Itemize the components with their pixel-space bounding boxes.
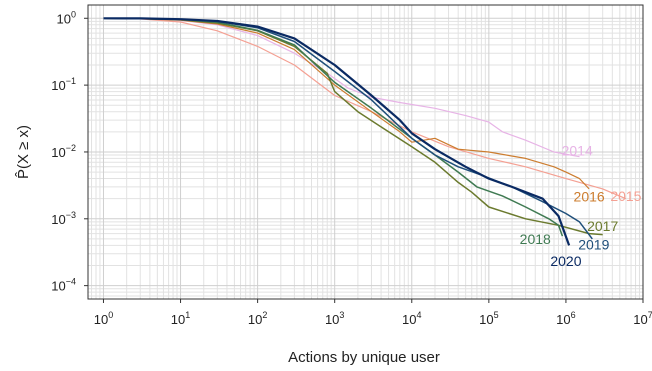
series-label-2019: 2019 xyxy=(578,236,609,252)
y-tick-label: 10−3 xyxy=(51,210,76,227)
series-line-2018 xyxy=(103,17,564,237)
series-label-2020: 2020 xyxy=(550,253,581,269)
x-tick-label: 106 xyxy=(556,310,575,327)
series-line-2016 xyxy=(103,17,590,190)
series-lines xyxy=(103,17,627,246)
y-tick-label: 100 xyxy=(57,9,76,26)
y-axis-title: P̂(X ≥ x) xyxy=(15,125,32,179)
y-tick-label: 10−4 xyxy=(51,277,76,294)
series-label-2018: 2018 xyxy=(520,231,551,247)
x-tick-label: 104 xyxy=(402,310,421,327)
y-axis-ticks: 100 10−1 10−2 10−3 10−4 xyxy=(51,9,88,294)
series-line-2020 xyxy=(103,17,571,246)
x-axis-ticks: 100 101 102 103 104 105 106 107 xyxy=(94,299,652,327)
x-tick-label: 100 xyxy=(94,310,113,327)
x-tick-label: 102 xyxy=(248,310,267,327)
y-tick-label: 10−1 xyxy=(51,76,76,93)
series-label-2016: 2016 xyxy=(574,189,605,205)
x-axis-title: Actions by unique user xyxy=(288,349,440,366)
x-tick-label: 101 xyxy=(171,310,190,327)
x-tick-label: 105 xyxy=(479,310,498,327)
series-label-2015: 2015 xyxy=(610,188,641,204)
x-tick-label: 103 xyxy=(325,310,344,327)
series-label-2017: 2017 xyxy=(587,218,618,234)
series-label-2014: 2014 xyxy=(562,143,593,159)
series-line-2017 xyxy=(103,17,603,236)
y-tick-label: 10−2 xyxy=(51,143,76,160)
x-tick-label: 107 xyxy=(633,310,652,327)
series-line-2014 xyxy=(103,17,580,158)
